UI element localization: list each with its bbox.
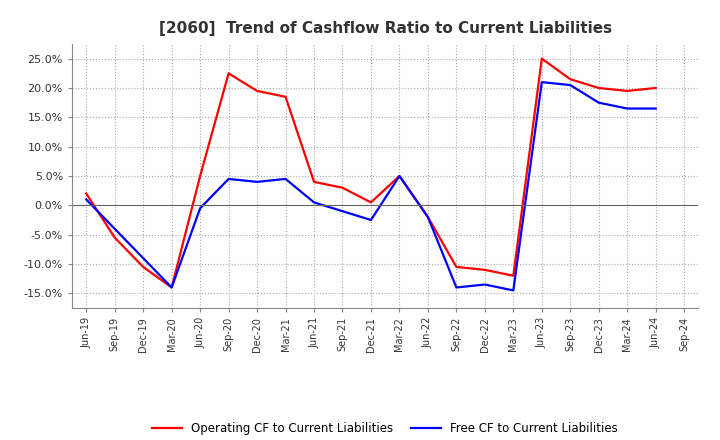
Line: Free CF to Current Liabilities: Free CF to Current Liabilities bbox=[86, 82, 656, 290]
Operating CF to Current Liabilities bbox=[310, 179, 318, 184]
Operating CF to Current Liabilities bbox=[366, 200, 375, 205]
Operating CF to Current Liabilities bbox=[110, 235, 119, 240]
Free CF to Current Liabilities bbox=[310, 200, 318, 205]
Operating CF to Current Liabilities bbox=[480, 267, 489, 272]
Legend: Operating CF to Current Liabilities, Free CF to Current Liabilities: Operating CF to Current Liabilities, Fre… bbox=[148, 417, 623, 440]
Free CF to Current Liabilities bbox=[537, 80, 546, 85]
Free CF to Current Liabilities bbox=[395, 173, 404, 179]
Operating CF to Current Liabilities bbox=[395, 173, 404, 179]
Operating CF to Current Liabilities bbox=[82, 191, 91, 196]
Free CF to Current Liabilities bbox=[282, 176, 290, 182]
Operating CF to Current Liabilities bbox=[652, 85, 660, 91]
Operating CF to Current Liabilities bbox=[452, 264, 461, 270]
Free CF to Current Liabilities bbox=[139, 256, 148, 261]
Operating CF to Current Liabilities bbox=[282, 94, 290, 99]
Operating CF to Current Liabilities bbox=[253, 88, 261, 94]
Free CF to Current Liabilities bbox=[652, 106, 660, 111]
Free CF to Current Liabilities bbox=[196, 205, 204, 211]
Free CF to Current Liabilities bbox=[480, 282, 489, 287]
Operating CF to Current Liabilities bbox=[566, 77, 575, 82]
Title: [2060]  Trend of Cashflow Ratio to Current Liabilities: [2060] Trend of Cashflow Ratio to Curren… bbox=[158, 21, 612, 36]
Operating CF to Current Liabilities bbox=[338, 185, 347, 191]
Free CF to Current Liabilities bbox=[82, 197, 91, 202]
Free CF to Current Liabilities bbox=[225, 176, 233, 182]
Operating CF to Current Liabilities bbox=[196, 173, 204, 179]
Free CF to Current Liabilities bbox=[366, 217, 375, 223]
Free CF to Current Liabilities bbox=[623, 106, 631, 111]
Operating CF to Current Liabilities bbox=[225, 71, 233, 76]
Operating CF to Current Liabilities bbox=[595, 85, 603, 91]
Operating CF to Current Liabilities bbox=[167, 285, 176, 290]
Free CF to Current Liabilities bbox=[167, 285, 176, 290]
Free CF to Current Liabilities bbox=[566, 82, 575, 88]
Operating CF to Current Liabilities bbox=[537, 56, 546, 61]
Operating CF to Current Liabilities bbox=[509, 273, 518, 279]
Free CF to Current Liabilities bbox=[452, 285, 461, 290]
Free CF to Current Liabilities bbox=[338, 209, 347, 214]
Free CF to Current Liabilities bbox=[509, 288, 518, 293]
Free CF to Current Liabilities bbox=[110, 226, 119, 231]
Operating CF to Current Liabilities bbox=[423, 214, 432, 220]
Operating CF to Current Liabilities bbox=[139, 264, 148, 270]
Free CF to Current Liabilities bbox=[595, 100, 603, 105]
Free CF to Current Liabilities bbox=[423, 214, 432, 220]
Operating CF to Current Liabilities bbox=[623, 88, 631, 94]
Free CF to Current Liabilities bbox=[253, 179, 261, 184]
Line: Operating CF to Current Liabilities: Operating CF to Current Liabilities bbox=[86, 59, 656, 287]
